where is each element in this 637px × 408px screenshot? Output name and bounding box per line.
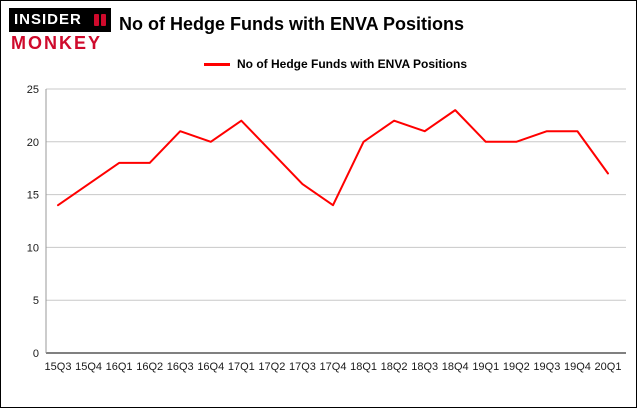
insider-monkey-logo: INSIDER MONKEY — [9, 8, 111, 54]
logo-top-bar: INSIDER — [9, 8, 111, 32]
x-axis-tick-label: 19Q3 — [533, 361, 560, 373]
series-line-hedge-funds — [57, 109, 609, 207]
x-axis-tick-label: 17Q2 — [258, 361, 285, 373]
x-axis-tick-label: 17Q3 — [289, 361, 316, 373]
x-axis-tick-label: 16Q4 — [197, 361, 224, 373]
x-axis-tick-label: 20Q1 — [595, 361, 622, 373]
x-axis-tick-label: 18Q4 — [442, 361, 469, 373]
x-axis-tick-label: 17Q1 — [228, 361, 255, 373]
logo-text-insider: INSIDER — [14, 11, 82, 28]
y-axis-tick-label: 0 — [33, 348, 39, 360]
x-axis-tick-label: 19Q4 — [564, 361, 591, 373]
x-axis-tick-label: 16Q1 — [106, 361, 133, 373]
y-axis-tick-label: 15 — [27, 190, 39, 202]
x-axis-tick-label: 16Q2 — [136, 361, 163, 373]
x-axis-tick-label: 15Q4 — [75, 361, 102, 373]
x-axis-tick-label: 15Q3 — [45, 361, 72, 373]
y-axis-tick-label: 10 — [27, 242, 39, 254]
legend: No of Hedge Funds with ENVA Positions — [204, 57, 467, 71]
x-axis-tick-label: 17Q4 — [320, 361, 347, 373]
page-title: No of Hedge Funds with ENVA Positions — [119, 14, 464, 34]
x-axis-tick-label: 18Q3 — [411, 361, 438, 373]
x-axis-tick-label: 18Q1 — [350, 361, 377, 373]
legend-label: No of Hedge Funds with ENVA Positions — [237, 57, 467, 71]
x-axis-tick-label: 19Q2 — [503, 361, 530, 373]
x-axis-tick-label: 18Q2 — [381, 361, 408, 373]
legend-line-swatch — [204, 62, 230, 66]
y-axis-tick-label: 20 — [27, 137, 39, 149]
monkey-ears-icon — [94, 14, 106, 26]
logo-text-monkey: MONKEY — [11, 33, 103, 53]
x-axis-tick-label: 16Q3 — [167, 361, 194, 373]
y-axis-tick-label: 5 — [33, 295, 39, 307]
x-axis-tick-label: 19Q1 — [472, 361, 499, 373]
y-axis-tick-label: 25 — [27, 84, 39, 96]
